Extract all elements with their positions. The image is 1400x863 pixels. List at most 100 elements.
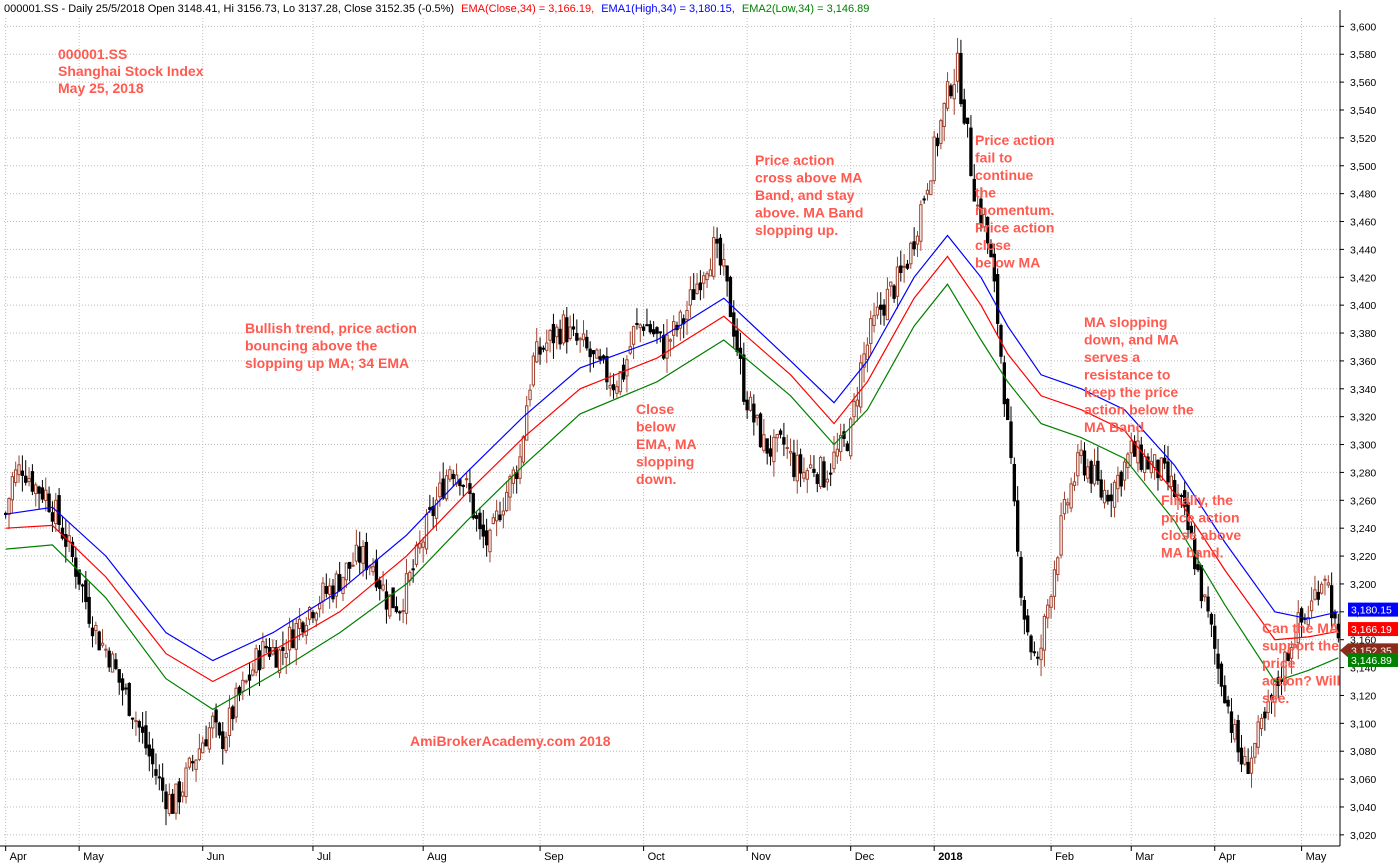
- candle-body: [1176, 493, 1180, 496]
- candle-body: [498, 514, 502, 521]
- candle-body: [441, 478, 445, 499]
- candle-body: [802, 471, 806, 479]
- candle-body: [110, 653, 115, 673]
- candle-body: [414, 544, 419, 565]
- annotation-line: Price action: [975, 220, 1054, 236]
- candle-body: [144, 725, 148, 749]
- candle-body: [1072, 481, 1077, 486]
- candle-body: [782, 437, 786, 445]
- candle-body: [655, 327, 659, 334]
- y-tick-label: 3,540: [1350, 105, 1376, 117]
- x-tick-label: Aug: [427, 851, 447, 863]
- candle-body: [521, 436, 526, 463]
- x-tick-label: Nov: [751, 851, 771, 863]
- candle-body: [1162, 457, 1167, 464]
- candle-body: [618, 371, 622, 393]
- candle-body: [688, 289, 693, 306]
- candle-body: [919, 204, 923, 242]
- candle-body: [421, 541, 425, 548]
- candle-body: [1233, 723, 1237, 740]
- candle-body: [1319, 583, 1324, 594]
- candle-body: [134, 720, 138, 723]
- candle-body: [1009, 421, 1013, 459]
- candle-body: [545, 342, 549, 351]
- candle-body: [508, 475, 512, 498]
- candle-body: [1106, 494, 1110, 502]
- candle-body: [160, 777, 165, 791]
- ema-high-line: [5, 234, 1339, 662]
- candle-body: [1259, 717, 1264, 730]
- candle-body: [1299, 608, 1304, 623]
- candle-body: [157, 776, 161, 779]
- candle-body: [197, 748, 202, 760]
- annotation-line: EMA, MA: [636, 436, 697, 452]
- candle-body: [378, 580, 382, 589]
- candle-body: [1286, 652, 1290, 661]
- candle-body: [902, 265, 906, 268]
- candle-body: [471, 493, 475, 519]
- candle-body: [905, 263, 910, 269]
- candle-body: [438, 482, 442, 498]
- y-tick-label: 3,200: [1350, 579, 1376, 591]
- annotation-question: Can the MA support the price action? Will se…: [1262, 620, 1340, 706]
- candle-body: [945, 81, 950, 109]
- candle-body: [1229, 711, 1234, 733]
- candle-body: [1109, 494, 1113, 502]
- candle-body: [464, 478, 469, 481]
- candle-body: [307, 606, 312, 620]
- candle-body: [384, 591, 389, 610]
- candle-body: [588, 348, 592, 358]
- candle-body: [191, 761, 195, 764]
- candle-body: [331, 585, 335, 600]
- candle-body: [995, 274, 1000, 324]
- candle-body: [808, 464, 813, 469]
- y-tick-label: 3,520: [1350, 133, 1376, 145]
- annotation-fail-momentum: Price action fail to continue the momentum. P…: [975, 132, 1054, 271]
- candle-body: [1096, 460, 1100, 481]
- candle-body: [678, 311, 683, 329]
- x-tick-label: Jun: [207, 851, 225, 863]
- x-tick-label: May: [1306, 851, 1327, 863]
- candle-body: [484, 530, 489, 546]
- candle-body: [1269, 694, 1274, 700]
- candle-body: [875, 306, 880, 316]
- candle-body: [1236, 720, 1240, 753]
- candle-body: [104, 648, 108, 651]
- candle-body: [227, 707, 232, 737]
- candle-body: [705, 273, 709, 281]
- candle-body: [859, 362, 863, 408]
- candle-body: [1293, 644, 1297, 648]
- candle-body: [765, 438, 769, 454]
- x-tick-label: 2018: [938, 851, 962, 863]
- candle-body: [120, 678, 125, 691]
- candle-body: [1183, 490, 1187, 507]
- candle-body: [117, 669, 121, 683]
- candle-body: [341, 576, 345, 595]
- ema-low-tag-label: 3,146.89: [1351, 655, 1392, 667]
- candle-body: [1062, 499, 1067, 515]
- candle-body: [805, 470, 809, 480]
- candle-body: [668, 339, 672, 342]
- candle-body: [748, 396, 753, 411]
- candle-body: [358, 546, 362, 563]
- candle-body: [474, 515, 479, 519]
- candle-body: [1042, 615, 1047, 651]
- annotation-line: MA slopping: [1084, 314, 1167, 330]
- candle-body: [251, 669, 255, 676]
- candle-body: [87, 596, 91, 624]
- candle-body: [244, 680, 248, 683]
- candle-body: [338, 574, 342, 592]
- candle-body: [758, 413, 763, 448]
- candle-body: [284, 652, 288, 658]
- annotation-line: close: [975, 237, 1011, 253]
- candle-body: [1002, 362, 1006, 405]
- candle-body: [1049, 596, 1053, 608]
- annotation-line: slopping up.: [755, 222, 838, 238]
- annotation-line: Finally, the: [1161, 492, 1233, 508]
- title-line: May 25, 2018: [58, 80, 144, 96]
- candle-body: [601, 355, 606, 359]
- candle-body: [444, 475, 449, 500]
- candle-body: [30, 471, 35, 492]
- candle-body: [992, 253, 996, 282]
- candle-body: [140, 726, 145, 733]
